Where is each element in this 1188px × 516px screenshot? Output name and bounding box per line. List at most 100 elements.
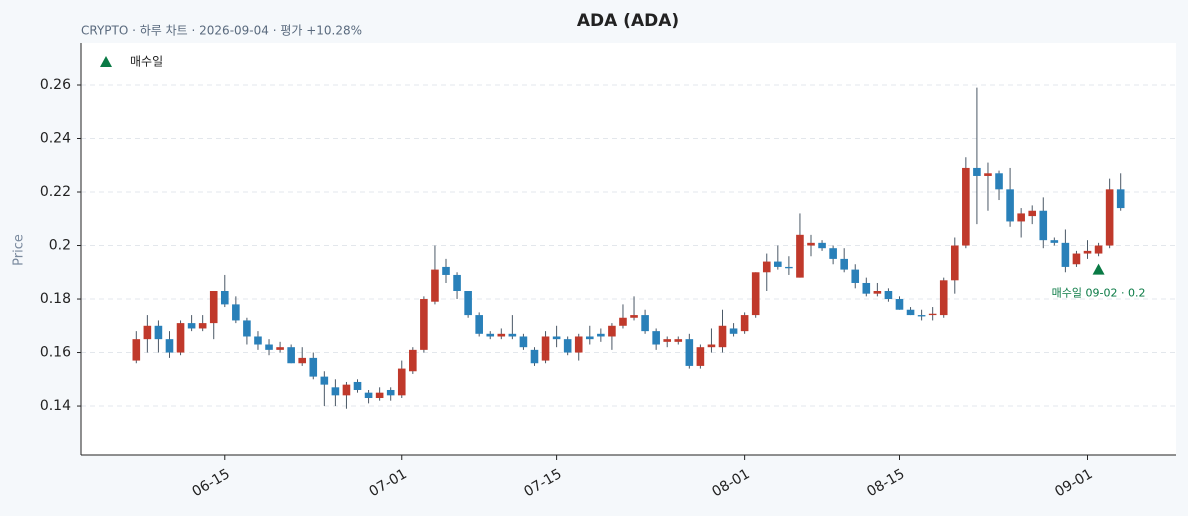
candle-body	[641, 315, 649, 332]
candle-body	[608, 325, 616, 337]
y-tick-label: 0.18	[40, 291, 71, 307]
candle-body	[740, 315, 749, 332]
candle-body	[420, 299, 428, 350]
candle-body	[884, 291, 893, 300]
candle-body	[1061, 242, 1070, 267]
candle-body	[1072, 253, 1081, 265]
candle-body	[895, 299, 904, 310]
candle-body	[729, 328, 738, 334]
candle-body	[320, 376, 329, 385]
candle-body	[807, 242, 815, 246]
candle-body	[574, 336, 583, 353]
candle-body	[209, 291, 218, 324]
candle-body	[508, 333, 517, 337]
candle-body	[630, 315, 638, 318]
candle-body	[619, 317, 627, 326]
candle-body	[165, 339, 174, 353]
y-tick-label: 0.16	[40, 345, 71, 361]
candle-body	[187, 323, 196, 329]
candle-body	[298, 357, 307, 364]
candle-body	[751, 272, 760, 316]
candle-body	[220, 291, 229, 305]
candle-body	[973, 167, 981, 176]
candle-body	[287, 347, 295, 364]
y-tick-label: 0.24	[40, 131, 71, 147]
candle-body	[486, 333, 495, 337]
candle-body	[552, 336, 561, 340]
candle-body	[597, 333, 605, 337]
candle-body	[530, 349, 539, 364]
candle-body	[1116, 189, 1125, 209]
candle-body	[1094, 245, 1103, 254]
candle-body	[906, 309, 915, 316]
candle-body	[1006, 189, 1014, 222]
candle-body	[243, 320, 251, 337]
candle-body	[519, 336, 528, 348]
candle-body	[176, 323, 185, 353]
x-tick-label: 08-01	[709, 466, 752, 500]
candle-body	[939, 280, 948, 316]
x-tick-label: 08-15	[864, 466, 907, 500]
candle-body	[364, 392, 373, 399]
candle-body	[818, 242, 826, 249]
candle-body	[442, 266, 450, 275]
candle-body	[453, 274, 461, 292]
candle-body	[585, 336, 594, 340]
candle-body	[1039, 210, 1048, 241]
candle-body	[154, 325, 163, 340]
candle-body	[265, 344, 273, 350]
candle-body	[962, 167, 970, 246]
y-tick-label: 0.22	[40, 184, 71, 200]
candle-body	[1017, 213, 1025, 222]
y-axis-label: Price	[12, 234, 27, 266]
candle-body	[143, 325, 152, 340]
candle-body	[851, 269, 860, 283]
x-tick-label: 06-15	[190, 466, 233, 500]
candle-body	[696, 347, 705, 366]
candle-body	[1105, 189, 1114, 246]
candle-body	[718, 325, 727, 348]
candle-body	[132, 339, 141, 361]
candle-body	[674, 339, 683, 342]
marker-label: 매수일 09-02 · 0.2	[1052, 286, 1146, 300]
candle-body	[397, 368, 406, 396]
y-tick-label: 0.26	[40, 77, 71, 93]
candle-body	[563, 339, 572, 353]
candle-body	[254, 336, 262, 345]
candle-body	[663, 339, 672, 342]
candle-body	[276, 347, 284, 350]
candle-body	[984, 173, 992, 176]
candle-body	[862, 282, 871, 294]
candle-body	[1050, 240, 1059, 243]
y-tick-label: 0.2	[49, 238, 71, 254]
legend-marker	[100, 56, 112, 67]
candle-body	[707, 344, 716, 348]
chart-title: ADA (ADA)	[577, 11, 679, 31]
candle-body	[342, 384, 351, 396]
candle-body	[431, 269, 439, 302]
candle-body	[928, 313, 937, 316]
candle-body	[873, 291, 882, 294]
candle-body	[375, 392, 384, 399]
candle-body	[796, 234, 804, 278]
candle-body	[1028, 210, 1037, 217]
candle-body	[829, 248, 837, 259]
x-tick-label: 07-15	[521, 466, 564, 500]
candle-body	[840, 258, 848, 270]
candle-body	[232, 304, 240, 321]
candle-body	[762, 261, 771, 273]
candle-body	[409, 349, 417, 372]
x-tick-label: 07-01	[367, 466, 410, 500]
y-tick-label: 0.14	[40, 398, 71, 414]
candle-body	[198, 323, 207, 329]
buy-marker	[1092, 263, 1105, 275]
chart-subtitle: CRYPTO · 하루 차트 · 2026-09-04 · 평가 +10.28%	[81, 24, 362, 38]
plot-area	[81, 43, 1176, 455]
candle-body	[652, 331, 660, 345]
candle-body	[353, 381, 362, 390]
candle-body	[541, 336, 550, 361]
candle-body	[1083, 250, 1092, 254]
candle-body	[309, 357, 318, 377]
x-tick-label: 09-01	[1052, 466, 1095, 500]
candle-body	[785, 266, 793, 269]
